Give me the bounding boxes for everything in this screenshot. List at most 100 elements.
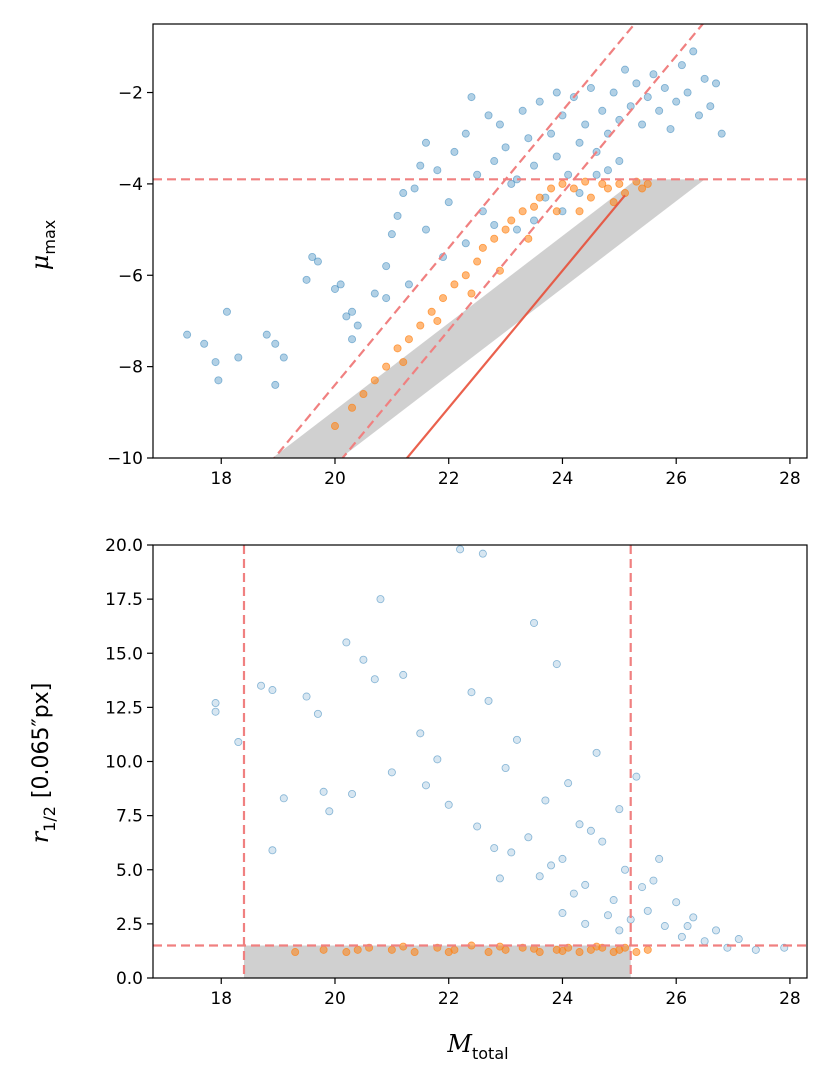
top-point-all (214, 376, 223, 385)
bottom-point-all (655, 854, 664, 863)
top-point-all (649, 70, 658, 79)
bottom-point-all (609, 896, 618, 905)
bottom-plot-area (153, 545, 807, 978)
bottom-selection-region (243, 945, 631, 978)
top-point-all (271, 380, 280, 389)
bottom-point-all (632, 772, 641, 781)
top-point-selected (638, 184, 647, 193)
bottom-x-tick-label: 20 (324, 989, 346, 1009)
bottom-point-all (569, 889, 578, 898)
bottom-panel: r1/2[0.065″px] Mtotal 18 20 22 24 26 28 0.0 2.5… (26, 536, 808, 1063)
top-point-all (717, 129, 726, 138)
bottom-point-all (689, 913, 698, 922)
bottom-axes-frame (152, 544, 808, 979)
bottom-point-all (211, 699, 220, 708)
top-y-axis-title: μmax (26, 220, 59, 270)
bottom-point-all (370, 675, 379, 684)
top-point-all (393, 211, 402, 220)
top-point-all (626, 102, 635, 111)
bottom-point-all (467, 688, 476, 697)
bottom-point-all (257, 681, 266, 690)
bottom-point-all (603, 911, 612, 920)
top-point-all (200, 339, 209, 348)
bottom-point-all (268, 846, 277, 855)
top-point-all (694, 111, 703, 120)
bottom-point-all (592, 748, 601, 757)
bottom-point-all (325, 807, 334, 816)
bottom-x-tick-label: 22 (438, 989, 460, 1009)
top-point-all (501, 143, 510, 152)
bottom-point-all (490, 844, 499, 853)
top-point-selected (569, 184, 578, 193)
top-diagonal-cut-line (272, 24, 636, 458)
bottom-point-all (712, 926, 721, 935)
bottom-y-tick-label: 17.5 (105, 590, 143, 610)
top-point-all (603, 166, 612, 175)
top-point-selected (330, 422, 339, 431)
bottom-x-axis-title: Mtotal (446, 1030, 508, 1063)
top-point-selected (348, 403, 357, 412)
top-point-all (183, 330, 192, 339)
top-point-selected (461, 271, 470, 280)
bottom-point-all (683, 922, 692, 931)
top-point-selected (552, 207, 561, 216)
top-point-all (473, 170, 482, 179)
bottom-point-all (359, 655, 368, 664)
top-point-selected (535, 193, 544, 202)
top-point-selected (359, 390, 368, 399)
bottom-point-all (512, 735, 521, 744)
top-point-all (382, 262, 391, 271)
bottom-x-tick-label: 26 (665, 989, 687, 1009)
bottom-point-all (621, 865, 630, 874)
bottom-point-selected (484, 948, 493, 957)
top-point-all (416, 161, 425, 170)
top-point-all (382, 294, 391, 303)
top-point-all (495, 120, 504, 129)
bottom-point-all (416, 729, 425, 738)
bottom-y-tick-label: 20.0 (105, 536, 143, 556)
bottom-point-all (530, 618, 539, 627)
top-point-all (564, 170, 573, 179)
bottom-point-all (444, 800, 453, 809)
top-point-all (211, 358, 220, 367)
top-point-selected (643, 179, 652, 188)
bottom-point-all (547, 861, 556, 870)
top-point-all (706, 102, 715, 111)
top-point-all (660, 83, 669, 92)
top-axes-frame (152, 23, 808, 459)
top-point-all (399, 189, 408, 198)
top-point-all (672, 97, 681, 106)
top-point-selected (586, 193, 595, 202)
bottom-point-selected (632, 948, 641, 957)
top-x-tick-label: 28 (779, 469, 801, 489)
bottom-y-tick-label: 15.0 (105, 644, 143, 664)
bottom-point-all (501, 763, 510, 772)
top-point-all (490, 221, 499, 230)
bottom-point-selected (558, 946, 567, 955)
top-point-all (586, 83, 595, 92)
top-point-all (592, 170, 601, 179)
bottom-point-all (399, 670, 408, 679)
top-point-all (609, 88, 618, 97)
top-point-all (370, 289, 379, 298)
bottom-x-tick-label: 18 (210, 989, 232, 1009)
bottom-x-tick-label: 24 (552, 989, 574, 1009)
top-y-tick-label: −10 (107, 449, 143, 469)
bottom-point-all (421, 781, 430, 790)
top-point-selected (450, 280, 459, 289)
top-x-tick-label: 20 (324, 469, 346, 489)
bottom-point-all (586, 826, 595, 835)
top-point-all (530, 161, 539, 170)
top-point-selected (530, 202, 539, 211)
bottom-point-all (279, 794, 288, 803)
top-point-all (404, 280, 413, 289)
bottom-y-axis-title: r1/2[0.065″px] (26, 683, 59, 844)
top-point-all (444, 198, 453, 207)
top-point-all (598, 106, 607, 115)
bottom-point-selected (342, 948, 351, 957)
top-point-all (342, 312, 351, 321)
top-point-all (302, 275, 311, 284)
top-point-all (353, 321, 362, 330)
bottom-y-tick-label: 7.5 (116, 807, 143, 827)
